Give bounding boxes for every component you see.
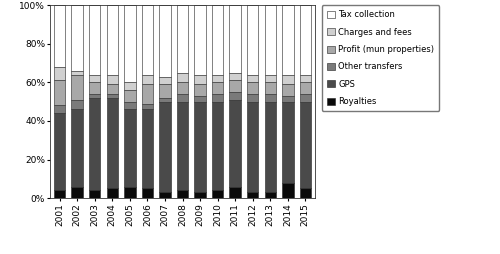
Bar [247, 5, 258, 75]
Bar [54, 105, 66, 113]
Bar [106, 75, 118, 84]
Bar [106, 84, 118, 94]
Bar [212, 82, 224, 94]
Bar [177, 102, 188, 190]
Bar [194, 96, 206, 102]
Bar [282, 5, 294, 75]
Bar [89, 5, 101, 75]
Bar [124, 102, 136, 109]
Bar [177, 94, 188, 102]
Bar [230, 100, 241, 186]
Bar [72, 71, 83, 75]
Bar [124, 5, 136, 82]
Bar [159, 76, 170, 84]
Bar [159, 98, 170, 102]
Bar [247, 192, 258, 198]
Bar [54, 80, 66, 105]
Bar [159, 102, 170, 192]
Bar [282, 96, 294, 102]
Bar [247, 82, 258, 94]
Bar [212, 102, 224, 190]
Bar [230, 5, 241, 73]
Bar [194, 75, 206, 84]
Bar [106, 98, 118, 188]
Bar [212, 94, 224, 102]
Bar [212, 75, 224, 82]
Bar [194, 5, 206, 75]
Bar [212, 190, 224, 198]
Bar [230, 73, 241, 80]
Bar [72, 100, 83, 109]
Bar [124, 109, 136, 186]
Bar [72, 186, 83, 198]
Bar [54, 113, 66, 190]
Bar [72, 5, 83, 71]
Bar [247, 102, 258, 192]
Bar [212, 5, 224, 75]
Bar [300, 5, 311, 75]
Bar [264, 75, 276, 82]
Bar [54, 67, 66, 80]
Bar [247, 94, 258, 102]
Bar [106, 188, 118, 198]
Bar [264, 102, 276, 192]
Bar [89, 190, 101, 198]
Bar [194, 102, 206, 192]
Bar [142, 5, 153, 75]
Bar [72, 109, 83, 186]
Bar [194, 84, 206, 96]
Bar [124, 82, 136, 90]
Bar [300, 94, 311, 102]
Bar [194, 192, 206, 198]
Bar [142, 104, 153, 109]
Bar [230, 92, 241, 100]
Bar [264, 94, 276, 102]
Bar [300, 82, 311, 94]
Bar [282, 183, 294, 198]
Bar [177, 5, 188, 73]
Bar [230, 186, 241, 198]
Bar [300, 188, 311, 198]
Bar [264, 5, 276, 75]
Bar [89, 82, 101, 94]
Bar [159, 84, 170, 98]
Bar [159, 192, 170, 198]
Bar [54, 190, 66, 198]
Bar [124, 90, 136, 102]
Bar [106, 5, 118, 75]
Bar [282, 102, 294, 183]
Bar [300, 75, 311, 82]
Bar [177, 190, 188, 198]
Bar [282, 84, 294, 96]
Bar [264, 82, 276, 94]
Legend: Tax collection, Charges and fees, Profit (mun properties), Other transfers, GPS,: Tax collection, Charges and fees, Profit… [322, 5, 440, 111]
Bar [142, 84, 153, 104]
Bar [89, 75, 101, 82]
Bar [282, 75, 294, 84]
Bar [177, 73, 188, 82]
Bar [106, 94, 118, 98]
Bar [142, 75, 153, 84]
Bar [89, 94, 101, 98]
Bar [264, 192, 276, 198]
Bar [177, 82, 188, 94]
Bar [54, 5, 66, 67]
Bar [230, 80, 241, 92]
Bar [124, 186, 136, 198]
Bar [72, 75, 83, 100]
Bar [300, 102, 311, 188]
Bar [159, 5, 170, 76]
Bar [247, 75, 258, 82]
Bar [89, 98, 101, 190]
Bar [142, 188, 153, 198]
Bar [142, 109, 153, 188]
